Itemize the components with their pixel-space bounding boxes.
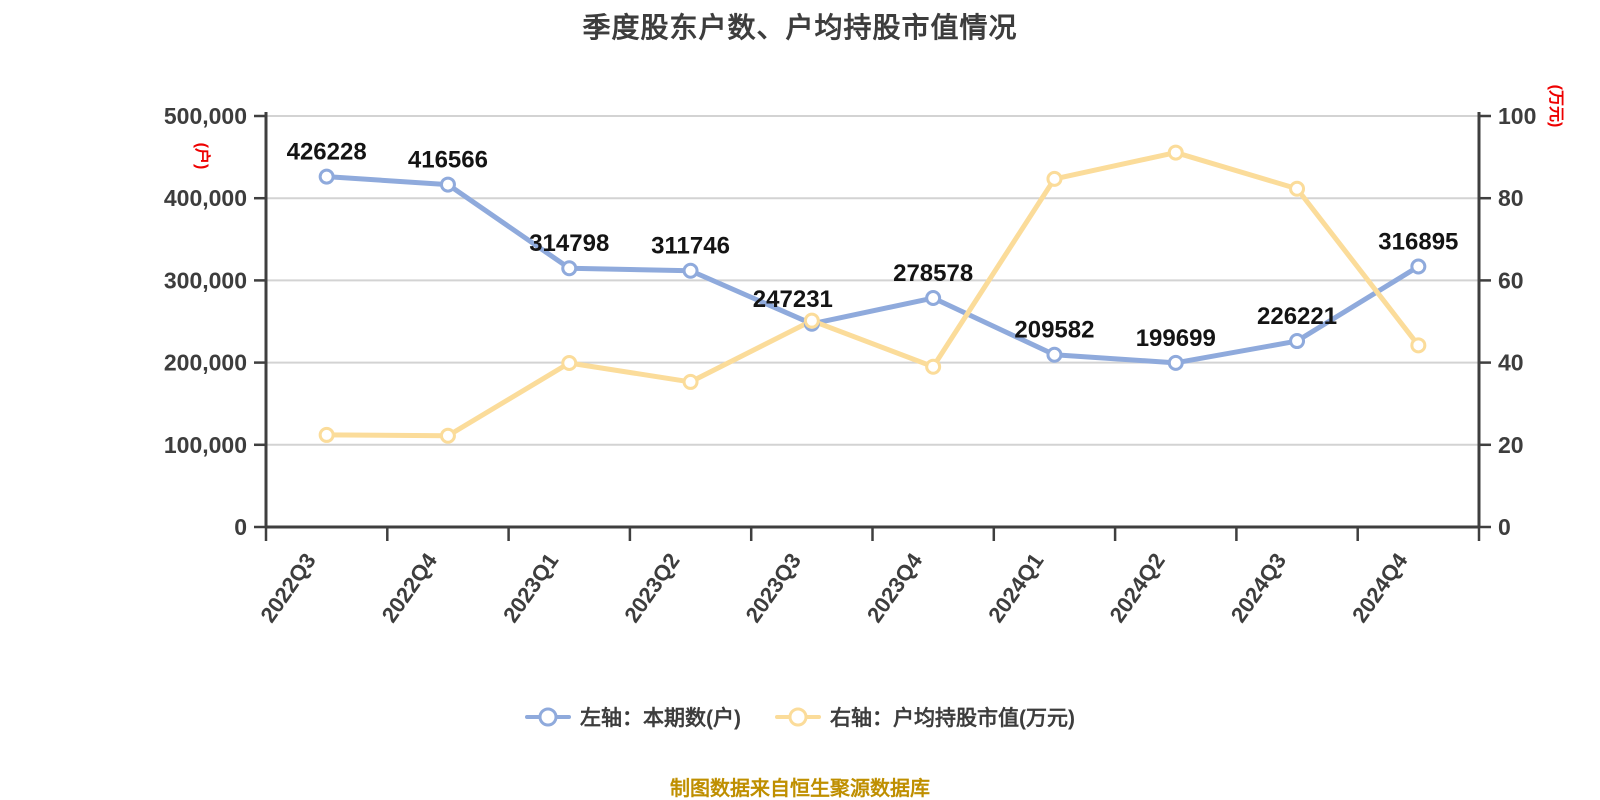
data-point-label: 316895	[1378, 229, 1458, 256]
data-point-marker[interactable]	[1167, 144, 1184, 161]
data-point-marker[interactable]	[925, 358, 942, 375]
right-axis-tick-label: 80	[1498, 185, 1524, 211]
data-point-label: 416566	[408, 147, 488, 174]
circle-marker-icon	[538, 707, 558, 727]
data-point-label: 311746	[651, 233, 730, 260]
data-point-marker[interactable]	[439, 176, 456, 193]
data-point-marker[interactable]	[561, 260, 578, 277]
data-point-label: 199699	[1136, 325, 1216, 352]
x-axis-category-label: 2024Q2	[1104, 549, 1169, 627]
data-point-label: 247231	[753, 286, 833, 313]
x-axis-category-label: 2023Q1	[498, 549, 563, 627]
data-point-label: 278578	[893, 260, 973, 287]
data-point-label: 209582	[1014, 317, 1094, 344]
series-line-avg-market-value	[324, 150, 1421, 439]
left-axis-tick-label: 400,000	[164, 185, 247, 211]
data-point-marker[interactable]	[1410, 337, 1427, 354]
x-axis-category-label: 2023Q2	[619, 549, 684, 627]
data-point-marker[interactable]	[439, 427, 456, 444]
legend-item-shareholder-count[interactable]: 左轴：本期数(户)	[525, 702, 741, 732]
left-axis-tick-label: 0	[234, 514, 247, 540]
data-point-marker[interactable]	[682, 262, 699, 279]
series-line-shareholder-count	[324, 174, 1421, 366]
left-axis-tick-label: 500,000	[164, 103, 247, 129]
left-axis-tick-label: 300,000	[164, 267, 247, 293]
legend-label: 右轴：户均持股市值(万元)	[830, 707, 1075, 730]
right-axis-tick-label: 40	[1498, 350, 1524, 376]
data-point-marker[interactable]	[682, 373, 699, 390]
legend: 左轴：本期数(户) 右轴：户均持股市值(万元)	[0, 702, 1600, 732]
x-axis-category-label: 2024Q4	[1347, 548, 1413, 627]
data-source-caption: 制图数据来自恒生聚源数据库	[670, 778, 930, 800]
data-point-marker[interactable]	[318, 168, 335, 185]
x-axis-category-label: 2024Q3	[1226, 549, 1291, 627]
left-axis-tick-label: 100,000	[164, 432, 247, 458]
legend-label: 左轴：本期数(户)	[580, 707, 741, 730]
left-axis-unit-label: (户)	[193, 142, 210, 170]
right-axis-unit-label: (万元)	[1547, 84, 1564, 128]
left-axis-tick-label: 200,000	[164, 350, 247, 376]
data-point-label: 226221	[1257, 303, 1337, 330]
x-axis-category-label: 2022Q4	[377, 548, 443, 627]
legend-marker-yellow	[775, 706, 821, 728]
data-point-label: 426228	[287, 139, 367, 166]
right-axis-tick-label: 100	[1498, 103, 1536, 129]
data-point-marker[interactable]	[1046, 346, 1063, 363]
circle-marker-icon	[788, 707, 808, 727]
data-point-marker[interactable]	[1289, 180, 1306, 197]
chart-title: 季度股东户数、户均持股市值情况	[582, 12, 1018, 43]
data-point-marker[interactable]	[803, 312, 820, 329]
data-point-marker[interactable]	[1167, 354, 1184, 371]
data-point-marker[interactable]	[1289, 333, 1306, 350]
x-axis-category-label: 2023Q4	[862, 548, 928, 627]
data-point-marker[interactable]	[1046, 170, 1063, 187]
data-point-label: 314798	[529, 230, 609, 257]
x-axis-category-label: 2024Q1	[983, 549, 1048, 627]
data-point-marker[interactable]	[1410, 258, 1427, 275]
right-axis-tick-label: 60	[1498, 267, 1524, 293]
x-axis-category-label: 2023Q3	[741, 549, 806, 627]
right-axis-tick-label: 20	[1498, 432, 1524, 458]
legend-marker-blue	[525, 706, 571, 728]
data-point-marker[interactable]	[925, 290, 942, 307]
data-point-marker[interactable]	[561, 355, 578, 372]
data-point-marker[interactable]	[318, 426, 335, 443]
legend-item-avg-market-value[interactable]: 右轴：户均持股市值(万元)	[775, 702, 1075, 732]
right-axis-tick-label: 0	[1498, 514, 1511, 540]
x-axis-category-label: 2022Q3	[255, 549, 320, 627]
